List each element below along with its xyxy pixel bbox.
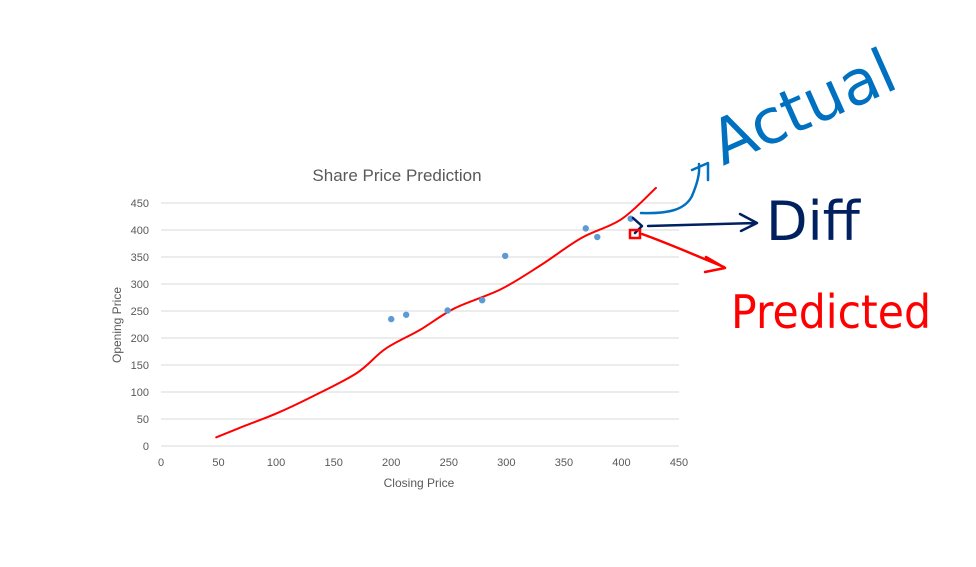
data-point	[402, 311, 410, 318]
y-tick-label: 300	[131, 279, 149, 291]
data-points	[388, 215, 634, 323]
x-tick-label: 400	[612, 457, 630, 469]
actual-label: Actual	[699, 34, 906, 180]
y-tick-label: 0	[143, 441, 149, 453]
x-tick-label: 0	[158, 457, 164, 469]
data-point	[594, 233, 601, 241]
data-point	[582, 225, 589, 232]
trendline	[215, 186, 657, 439]
actual-arrow	[639, 161, 710, 215]
annotation-predicted: Predicted	[628, 228, 931, 339]
predicted-label: Predicted	[731, 285, 931, 339]
x-tick-label: 50	[212, 457, 224, 469]
x-tick-label: 100	[267, 457, 285, 469]
y-tick-label: 200	[131, 333, 149, 345]
x-tick-label: 350	[555, 457, 573, 469]
y-axis-title: Opening Price	[110, 287, 124, 363]
x-tick-label: 300	[497, 457, 515, 469]
annotation-diff: Diff	[631, 190, 862, 253]
x-tick-label: 450	[670, 457, 688, 469]
y-tick-label: 50	[137, 414, 149, 426]
y-tick-label: 150	[131, 360, 149, 372]
annotation-actual: Actual	[639, 34, 907, 215]
gridlines	[161, 202, 679, 447]
data-point	[444, 307, 451, 314]
y-axis-ticks: 0 50 100 150 200 250 300 350 400 450	[131, 198, 149, 453]
y-tick-label: 250	[131, 306, 149, 318]
predicted-arrow	[640, 232, 727, 274]
data-point	[388, 315, 395, 323]
predicted-marker	[628, 228, 642, 240]
diff-label: Diff	[766, 190, 862, 253]
y-tick-label: 350	[131, 252, 149, 264]
trendline-path	[215, 186, 657, 439]
data-point	[478, 297, 486, 304]
chart-title: Share Price Prediction	[312, 166, 481, 185]
x-tick-label: 200	[382, 457, 400, 469]
x-tick-label: 150	[324, 457, 342, 469]
y-tick-label: 450	[131, 198, 149, 210]
y-tick-label: 400	[131, 225, 149, 237]
x-tick-label: 250	[440, 457, 458, 469]
data-point	[501, 252, 509, 260]
x-axis-ticks: 0 50 100 150 200 250 300 350 400 450	[158, 457, 688, 469]
x-axis-title: Closing Price	[384, 476, 455, 490]
y-tick-label: 100	[131, 387, 149, 399]
